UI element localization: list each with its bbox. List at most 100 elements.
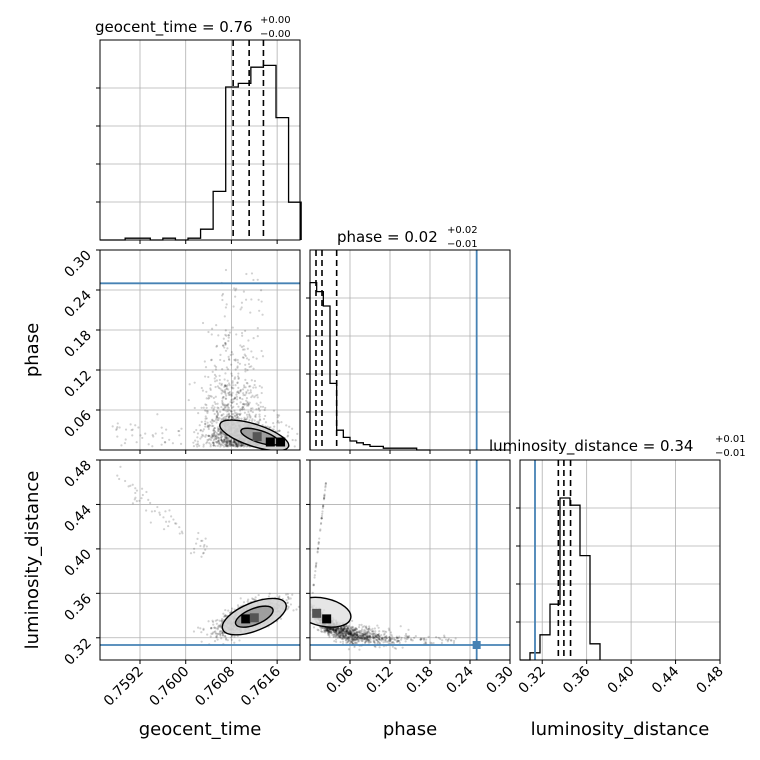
sample-point	[223, 359, 226, 362]
sample-point	[196, 432, 200, 435]
sample-point	[217, 440, 220, 443]
sample-point	[286, 593, 289, 596]
sample-point	[225, 440, 228, 443]
sample-point	[204, 548, 207, 551]
sample-point	[353, 630, 356, 633]
sample-point	[202, 428, 205, 431]
sample-point	[325, 629, 328, 632]
sample-point	[349, 634, 352, 637]
sample-point	[212, 444, 215, 447]
sample-point	[168, 509, 171, 512]
sample-point	[235, 445, 238, 448]
sample-point	[362, 630, 365, 633]
sample-point	[193, 547, 196, 550]
sample-point	[248, 413, 251, 416]
sample-point	[235, 442, 238, 446]
sample-point	[211, 619, 214, 622]
sample-point	[335, 631, 338, 635]
sample-point	[361, 637, 364, 641]
sample-point	[350, 641, 353, 644]
sample-point	[247, 404, 250, 407]
sample-point	[332, 633, 336, 636]
sample-point	[338, 635, 341, 638]
sample-point	[381, 638, 384, 641]
sample-point	[351, 629, 354, 632]
sample-point	[248, 414, 251, 417]
sample-point	[354, 638, 357, 641]
sample-point	[384, 636, 387, 639]
sample-point	[210, 406, 213, 409]
sample-point	[224, 635, 227, 638]
sample-point	[354, 632, 357, 635]
sample-point	[239, 597, 242, 600]
sample-point	[355, 631, 359, 635]
sample-point	[340, 629, 343, 632]
sample-point	[333, 633, 337, 636]
sample-point	[357, 636, 360, 639]
sample-point	[204, 435, 207, 438]
sample-point	[378, 637, 381, 640]
sample-point	[341, 631, 344, 634]
sample-point	[349, 631, 352, 634]
sample-point	[334, 628, 337, 631]
sample-point	[254, 394, 257, 397]
sample-point	[245, 402, 248, 406]
sample-point	[353, 632, 356, 635]
sample-point	[368, 640, 371, 643]
sample-point	[315, 561, 318, 564]
sample-point	[223, 438, 226, 441]
sample-point	[332, 628, 335, 631]
sample-point	[365, 626, 368, 630]
sample-point	[127, 485, 130, 488]
sample-point	[249, 385, 252, 388]
sample-point	[342, 630, 345, 633]
sample-point	[389, 639, 392, 642]
sample-point	[383, 632, 386, 635]
sample-point	[330, 627, 333, 630]
sample-point	[389, 639, 392, 642]
sample-point	[348, 631, 351, 635]
sample-point	[357, 636, 360, 639]
sample-point	[243, 348, 246, 351]
sample-point	[334, 629, 337, 632]
sample-point	[373, 627, 376, 630]
sample-point	[244, 418, 247, 421]
sample-point	[355, 637, 358, 640]
sample-point	[204, 403, 207, 406]
sample-point	[225, 438, 229, 441]
sample-point	[228, 391, 231, 395]
sample-point	[212, 444, 215, 447]
sample-point	[216, 411, 219, 414]
sample-point	[227, 416, 231, 419]
sample-point	[362, 634, 365, 637]
sample-point	[234, 358, 237, 361]
sample-point	[115, 428, 118, 431]
sample-point	[366, 635, 369, 638]
sample-point	[151, 445, 154, 448]
sample-point	[368, 631, 371, 634]
sample-point	[441, 639, 444, 642]
sample-point	[380, 637, 384, 640]
sample-point	[363, 637, 367, 640]
sample-point	[346, 637, 349, 640]
sample-point	[360, 623, 363, 626]
sample-point	[327, 631, 330, 634]
sample-point	[344, 633, 348, 637]
sample-point	[246, 417, 249, 420]
sample-point	[237, 412, 240, 416]
sample-point	[332, 635, 335, 639]
sample-point	[334, 630, 337, 633]
sample-point	[356, 638, 359, 641]
sample-point	[352, 638, 355, 641]
sample-point	[268, 426, 271, 429]
sample-point	[366, 631, 370, 634]
sample-point	[240, 306, 243, 309]
title-phase: phase = 0.02	[337, 228, 438, 246]
sample-point	[223, 389, 226, 392]
sample-point	[334, 630, 337, 633]
sample-point	[219, 432, 222, 435]
sample-point	[241, 444, 244, 447]
title-geocent-time-sup: +0.00	[260, 15, 291, 26]
sample-point	[233, 396, 237, 399]
sample-point	[215, 437, 218, 441]
